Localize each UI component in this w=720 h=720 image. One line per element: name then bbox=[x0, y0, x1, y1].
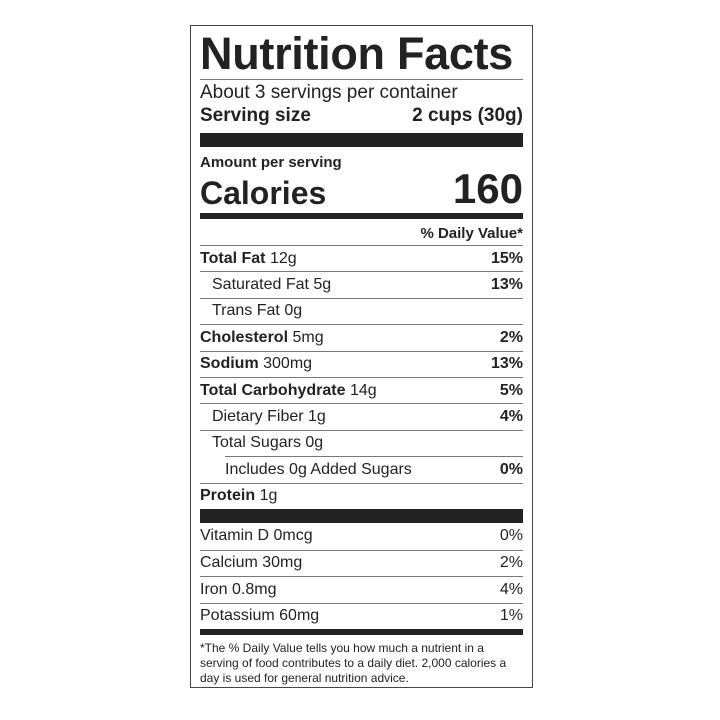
nutrient-dv: 13% bbox=[490, 276, 523, 294]
nutrient-name: Total Sugars bbox=[212, 434, 301, 452]
nutrient-name: Sodium bbox=[200, 355, 259, 373]
nutrient-row-protein: Protein 1g bbox=[200, 482, 523, 509]
vitamin-dv: 1% bbox=[499, 607, 523, 625]
daily-value-header: % Daily Value* bbox=[420, 225, 523, 242]
nutrient-name: Trans Fat bbox=[212, 302, 280, 320]
vitamin-name: Calcium 30mg bbox=[200, 554, 303, 572]
vitamin-dv: 2% bbox=[499, 554, 523, 572]
medium-divider bbox=[200, 629, 523, 636]
vitamin-name: Iron 0.8mg bbox=[200, 580, 277, 598]
nutrient-amount: 0g bbox=[284, 302, 303, 320]
label-title: Nutrition Facts bbox=[200, 28, 514, 79]
thick-divider bbox=[200, 133, 523, 147]
vitamin-dv: 0% bbox=[499, 527, 523, 545]
vitamin-name: Vitamin D 0mcg bbox=[200, 527, 313, 545]
nutrient-amount: 14g bbox=[349, 381, 377, 399]
vitamin-name: Potassium 60mg bbox=[200, 607, 320, 625]
nutrient-amount: 1g bbox=[308, 408, 326, 426]
medium-divider bbox=[200, 213, 523, 219]
serving-size-label: Serving size bbox=[200, 105, 311, 126]
nutrient-amount: 5mg bbox=[292, 328, 324, 346]
nutrient-row-total-carbohydrate: Total Carbohydrate 14g 5% bbox=[200, 376, 523, 403]
vitamin-row-vitamin-d: Vitamin D 0mcg 0% bbox=[200, 523, 523, 550]
nutrient-name: Total Carbohydrate bbox=[200, 381, 346, 399]
nutrient-name: Includes 0g Added Sugars bbox=[225, 460, 412, 478]
nutrition-facts-label: Nutrition Facts About 3 servings per con… bbox=[190, 25, 533, 688]
calories-row: Calories 160 bbox=[200, 168, 523, 211]
nutrient-row-added-sugars: Includes 0g Added Sugars 0% bbox=[225, 456, 523, 482]
nutrient-amount: 5g bbox=[313, 276, 332, 294]
nutrient-amount: 1g bbox=[259, 487, 278, 505]
vitamin-dv: 4% bbox=[499, 580, 523, 598]
nutrient-dv: 15% bbox=[490, 249, 523, 267]
nutrient-name: Cholesterol bbox=[200, 328, 289, 346]
vitamin-row-iron: Iron 0.8mg 4% bbox=[200, 576, 523, 603]
nutrient-name: Dietary Fiber bbox=[212, 408, 304, 426]
nutrient-name: Total Fat bbox=[200, 249, 266, 267]
nutrient-amount: 300mg bbox=[263, 355, 313, 373]
nutrient-row-total-sugars: Total Sugars 0g bbox=[200, 429, 523, 456]
nutrient-name: Saturated Fat bbox=[212, 276, 309, 294]
nutrient-name: Protein bbox=[200, 487, 256, 505]
serving-size-row: Serving size 2 cups (30g) bbox=[200, 104, 523, 128]
nutrient-dv: 0% bbox=[499, 460, 523, 478]
nutrient-dv: 4% bbox=[499, 408, 523, 426]
footnote: *The % Daily Value tells you how much a … bbox=[200, 641, 507, 686]
vitamin-row-calcium: Calcium 30mg 2% bbox=[200, 549, 523, 577]
servings-per-container: About 3 servings per container bbox=[200, 82, 458, 103]
nutrient-row-dietary-fiber: Dietary Fiber 1g 4% bbox=[200, 403, 523, 429]
nutrient-dv: 2% bbox=[499, 328, 523, 346]
serving-size-value: 2 cups (30g) bbox=[412, 105, 523, 126]
nutrient-dv: 13% bbox=[490, 355, 523, 373]
calories-value: 160 bbox=[452, 165, 523, 212]
nutrient-row-sodium: Sodium 300mg 13% bbox=[200, 350, 523, 377]
nutrient-row-cholesterol: Cholesterol 5mg 2% bbox=[200, 324, 523, 350]
nutrient-amount: 0g bbox=[305, 434, 324, 452]
nutrient-row-trans-fat: Trans Fat 0g bbox=[200, 297, 523, 324]
nutrient-row-total-fat: Total Fat 12g 15% bbox=[200, 245, 523, 271]
nutrient-dv: 5% bbox=[499, 381, 523, 399]
divider bbox=[200, 79, 523, 80]
nutrient-amount: 12g bbox=[269, 249, 297, 267]
thick-divider bbox=[200, 508, 523, 523]
calories-label: Calories bbox=[200, 175, 327, 211]
amount-per-serving: Amount per serving bbox=[200, 154, 342, 171]
nutrient-row-saturated-fat: Saturated Fat 5g 13% bbox=[200, 271, 523, 297]
vitamin-row-potassium: Potassium 60mg 1% bbox=[200, 602, 523, 630]
